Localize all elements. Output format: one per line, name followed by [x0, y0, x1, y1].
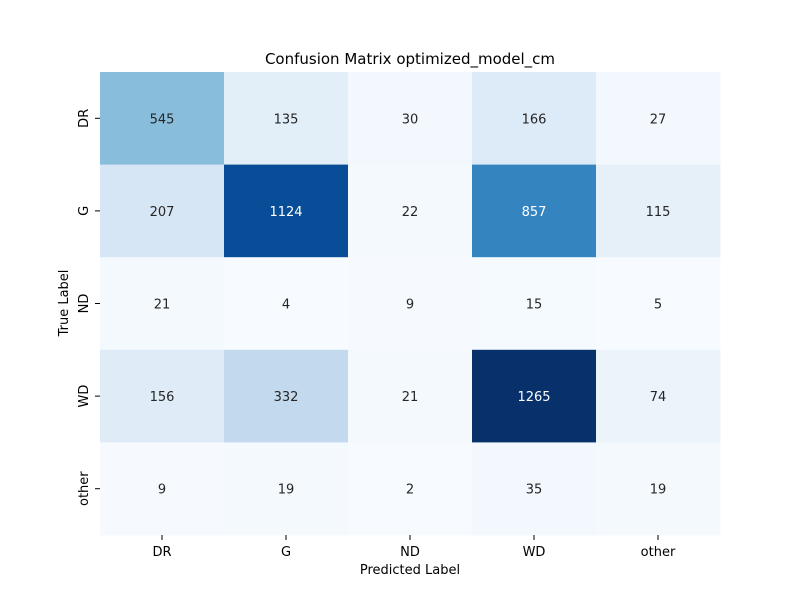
heatmap-cell	[224, 257, 349, 351]
cell-value-label: 115	[646, 205, 671, 220]
y-axis-ticks: DR G ND WD other	[77, 109, 100, 506]
cell-value-label: 74	[650, 390, 667, 405]
cell-value-label: 22	[402, 205, 419, 220]
y-tick-label: other	[77, 471, 92, 506]
cell-value-label: 545	[150, 112, 175, 127]
cell-value-label: 35	[526, 483, 543, 498]
y-tick-label: DR	[77, 109, 92, 128]
heatmap-cell	[224, 72, 349, 166]
heatmap-cell	[472, 442, 597, 536]
cell-value-label: 5	[654, 298, 662, 313]
cell-value-label: 19	[650, 483, 667, 498]
cell-value-label: 166	[522, 112, 547, 127]
cell-value-label: 9	[158, 483, 166, 498]
cell-value-label: 27	[650, 112, 667, 127]
x-axis-ticks: DR G ND WD other	[152, 535, 676, 560]
cell-value-label: 2	[406, 483, 414, 498]
heatmap-cell	[472, 72, 597, 166]
heatmap-cell	[100, 72, 225, 166]
cell-value-label: 857	[522, 205, 547, 220]
cell-value-label: 21	[154, 298, 171, 313]
heatmap-cells	[100, 72, 721, 536]
cell-value-label: 1124	[269, 205, 302, 220]
heatmap-cell	[100, 442, 225, 536]
cell-value-label: 15	[526, 298, 543, 313]
heatmap-cell	[348, 349, 473, 443]
cell-value-label: 30	[402, 112, 419, 127]
heatmap-cell	[348, 72, 473, 166]
heatmap-cell	[348, 442, 473, 536]
heatmap-cell	[100, 257, 225, 351]
cell-value-label: 9	[406, 298, 414, 313]
heatmap-cell	[596, 349, 721, 443]
heatmap-cell	[224, 349, 349, 443]
cell-value-label: 19	[278, 483, 295, 498]
cell-value-label: 135	[274, 112, 299, 127]
x-tick-label: other	[641, 545, 676, 560]
heatmap-cell	[472, 164, 597, 258]
y-tick-label: WD	[77, 385, 92, 408]
heatmap-cell	[224, 164, 349, 258]
heatmap-cell	[348, 164, 473, 258]
cell-value-label: 156	[150, 390, 175, 405]
cell-value-label: 4	[282, 298, 290, 313]
x-tick-label: ND	[400, 545, 420, 560]
y-axis-label: True Label	[57, 270, 72, 338]
heatmap-cell	[100, 349, 225, 443]
cell-value-label: 21	[402, 390, 419, 405]
y-tick-label: ND	[77, 294, 92, 314]
cell-value-label: 207	[150, 205, 175, 220]
x-tick-label: G	[281, 545, 291, 560]
heatmap-cell	[100, 164, 225, 258]
chart-title: Confusion Matrix optimized_model_cm	[265, 50, 555, 69]
x-axis-label: Predicted Label	[360, 563, 460, 578]
heatmap-cell	[596, 164, 721, 258]
heatmap-cell	[348, 257, 473, 351]
cell-value-label: 332	[274, 390, 299, 405]
heatmap-cell	[596, 257, 721, 351]
heatmap-cell	[596, 442, 721, 536]
heatmap-cell	[224, 442, 349, 536]
x-tick-label: DR	[152, 545, 171, 560]
y-tick-label: G	[77, 206, 92, 216]
heatmap-cell-labels: 545 135 30 166 27 207 1124 22 857 115 21 4 9 15 5 156 33…	[150, 112, 671, 497]
cell-value-label: 1265	[517, 390, 550, 405]
x-tick-label: WD	[523, 545, 546, 560]
heatmap-cell	[596, 72, 721, 166]
heatmap-cell	[472, 257, 597, 351]
heatmap-cell	[472, 349, 597, 443]
